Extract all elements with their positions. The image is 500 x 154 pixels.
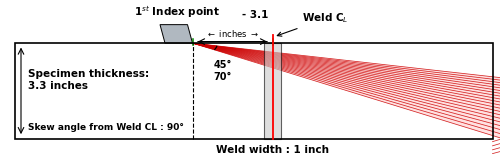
Bar [264, 43, 281, 139]
Text: 45°: 45° [214, 60, 232, 70]
Text: Skew angle from Weld CL : 90°: Skew angle from Weld CL : 90° [28, 123, 184, 132]
Polygon shape [160, 25, 192, 43]
Text: 70°: 70° [214, 72, 232, 82]
Text: Weld C$_L$: Weld C$_L$ [278, 12, 349, 36]
Text: - 3.1: - 3.1 [242, 10, 269, 20]
Text: 1$^{st}$ Index point: 1$^{st}$ Index point [134, 4, 220, 20]
Text: Weld width : 1 inch: Weld width : 1 inch [216, 145, 329, 154]
Text: Specimen thickness:
3.3 inches: Specimen thickness: 3.3 inches [28, 69, 148, 91]
Text: $\leftarrow$ inches $\rightarrow$: $\leftarrow$ inches $\rightarrow$ [206, 28, 259, 39]
Polygon shape [192, 43, 500, 139]
